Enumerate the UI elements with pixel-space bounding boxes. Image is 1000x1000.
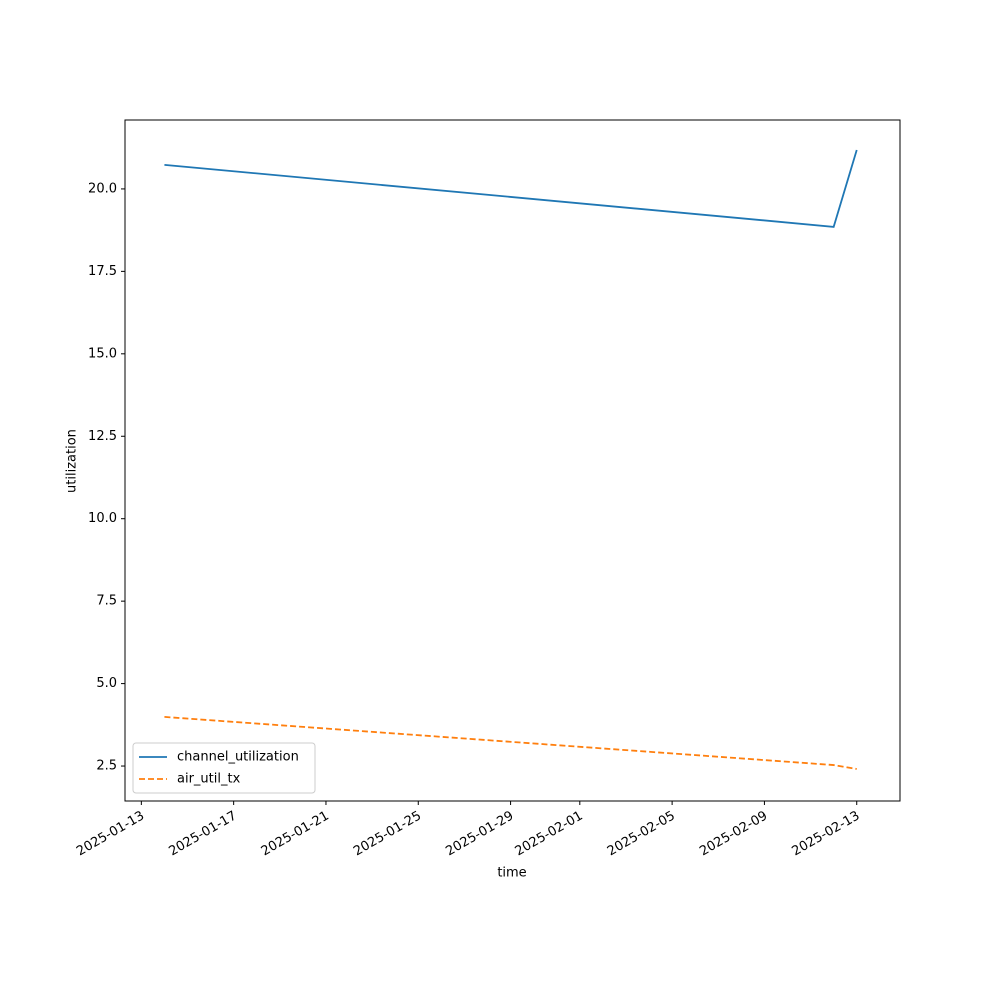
y-tick-label: 15.0 (88, 346, 117, 361)
y-tick-label: 20.0 (88, 181, 117, 196)
y-tick-label: 5.0 (96, 676, 117, 691)
y-tick-label: 12.5 (88, 429, 117, 444)
legend-label: air_util_tx (177, 772, 241, 787)
y-tick-label: 2.5 (96, 759, 117, 774)
legend-label: channel_utilization (177, 750, 299, 765)
x-tick-label: 2025-01-17 (166, 809, 239, 860)
x-tick-label: 2025-02-05 (605, 809, 678, 860)
x-tick-label: 2025-01-13 (74, 809, 147, 860)
series-line (164, 716, 857, 770)
y-tick-label: 17.5 (88, 264, 117, 279)
y-axis-label: utilization (65, 429, 80, 493)
y-tick-label: 10.0 (88, 511, 117, 526)
x-tick-label: 2025-02-01 (513, 809, 586, 860)
x-tick-label: 2025-02-13 (790, 809, 863, 860)
x-tick-label: 2025-01-21 (259, 809, 332, 860)
x-tick-label: 2025-01-29 (443, 809, 516, 860)
x-tick-label: 2025-01-25 (351, 809, 424, 860)
series-line (164, 149, 858, 228)
x-axis-label: time (497, 866, 526, 881)
legend-box (132, 742, 316, 794)
x-tick-label: 2025-02-09 (697, 809, 770, 860)
plot-frame (124, 119, 901, 802)
y-tick-label: 7.5 (96, 594, 117, 609)
